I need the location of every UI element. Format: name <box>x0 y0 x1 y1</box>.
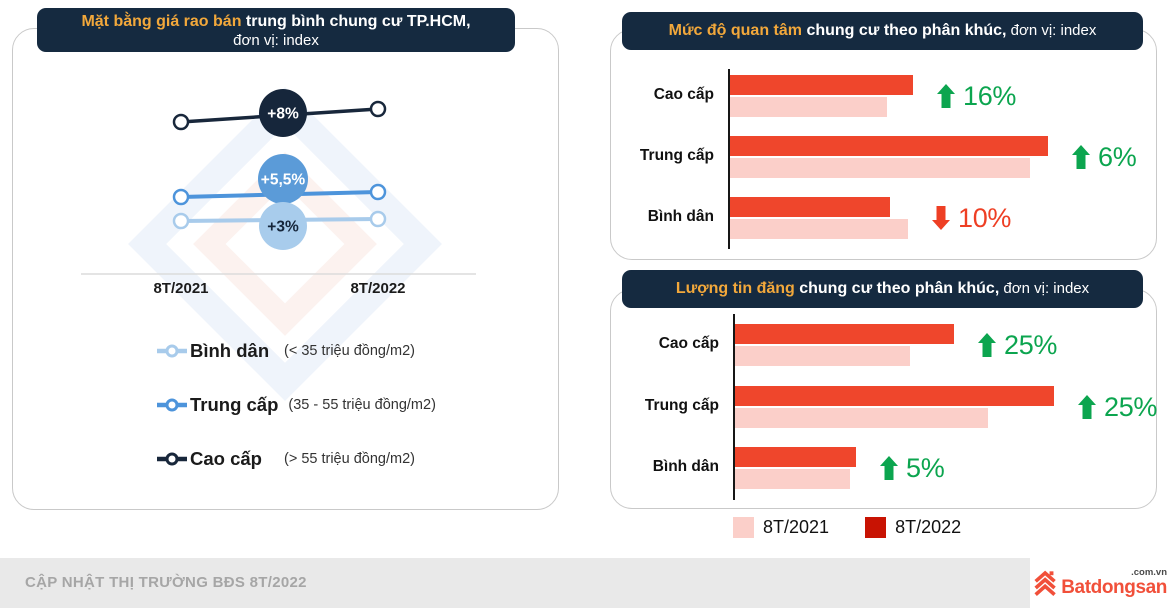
listings-chart-title: Lượng tin đăng chung cư theo phân khúc, … <box>622 270 1143 308</box>
footer-bar: CẬP NHẬT THỊ TRƯỜNG BĐS 8T/2022 .com.vn … <box>0 558 1167 608</box>
change-annotation: 5% <box>880 445 945 491</box>
title-highlight: Mức độ quan tâm <box>668 22 802 39</box>
legend-swatch-2022-icon <box>865 517 887 538</box>
data-point <box>172 188 190 206</box>
bar-2021 <box>735 346 910 366</box>
change-value: 16% <box>963 80 1017 111</box>
down-arrow-icon <box>932 206 950 230</box>
change-bubble-label: +5,5% <box>261 172 306 189</box>
series-marker-icon <box>157 452 187 466</box>
legend-label-2021: 8T/2021 <box>763 517 830 537</box>
listings-chart-card: Cao cấp 25% Trung cấp 25% Bình dân 5% <box>610 289 1157 509</box>
price-trend-card: +8% +5,5% +3% 8T/2021 8T/2022 Bình dân (< 35 t… <box>12 28 559 510</box>
data-point <box>172 113 190 131</box>
title-unit: đơn vị: index <box>1006 22 1097 39</box>
series-name: Cao cấp <box>190 448 262 469</box>
series-legend-item: Trung cấp (35 - 55 triệu đồng/m2) <box>156 392 436 418</box>
change-annotation: 25% <box>978 322 1057 368</box>
legend-label-2022: 8T/2022 <box>895 517 962 537</box>
change-bubble-label: +8% <box>267 106 299 123</box>
series-price-range: (> 55 triệu đồng/m2) <box>284 451 415 467</box>
bar-2022 <box>735 447 856 467</box>
bar-2022 <box>735 324 954 344</box>
series-marker-icon <box>157 344 187 358</box>
legend-item-2022: 8T/2022 <box>865 517 961 538</box>
bar-2021 <box>735 469 850 489</box>
bar-2021 <box>730 158 1030 178</box>
category-label: Cao cấp <box>653 86 714 103</box>
series-legend-item: Cao cấp (> 55 triệu đồng/m2) <box>156 446 415 472</box>
change-bubble <box>258 154 308 204</box>
legend-swatch-2021-icon <box>733 517 754 538</box>
series-marker-icon <box>157 398 187 412</box>
title-rest: chung cư theo phân khúc, <box>794 280 1000 297</box>
batdongsan-logo: .com.vn Batdongsan <box>1030 558 1167 608</box>
data-point <box>172 212 190 230</box>
change-value: 5% <box>906 452 945 483</box>
change-bubble <box>259 202 307 250</box>
bar-2022 <box>730 136 1048 156</box>
up-arrow-icon <box>1078 395 1096 419</box>
bar-2021 <box>735 408 988 428</box>
title-highlight: Mặt bằng giá rao bán <box>81 13 242 30</box>
up-arrow-icon <box>1072 145 1090 169</box>
title-highlight: Lượng tin đăng <box>675 280 795 297</box>
change-annotation: 6% <box>1072 134 1137 180</box>
price-trend-title-unit: đơn vị: index <box>233 32 319 49</box>
change-value: 25% <box>1104 391 1158 422</box>
x-axis-label: 8T/2022 <box>350 280 405 297</box>
data-point <box>369 100 387 118</box>
series-price-range: (< 35 triệu đồng/m2) <box>284 343 415 359</box>
series-price-range: (35 - 55 triệu đồng/m2) <box>288 397 436 413</box>
interest-chart-title: Mức độ quan tâm chung cư theo phân khúc,… <box>622 12 1143 50</box>
change-value: 25% <box>1004 329 1058 360</box>
bar-2022 <box>735 386 1054 406</box>
bar-2022 <box>730 75 913 95</box>
interest-chart-card: Cao cấp 16% Trung cấp 6% Bình dân 10% <box>610 29 1157 260</box>
series-name: Bình dân <box>190 340 270 361</box>
title-rest: trung bình chung cư TP.HCM, <box>241 13 471 30</box>
series-legend-item: Bình dân (< 35 triệu đồng/m2) <box>156 338 415 364</box>
change-bubble-label: +3% <box>267 219 299 236</box>
data-point <box>369 183 387 201</box>
up-arrow-icon <box>937 84 955 108</box>
price-trend-title-line1: Mặt bằng giá rao bán trung bình chung cư… <box>37 12 515 32</box>
category-label: Trung cấp <box>639 147 714 164</box>
period-legend: 8T/2021 8T/2022 <box>733 517 961 538</box>
footer-caption: CẬP NHẬT THỊ TRƯỜNG BĐS 8T/2022 <box>25 574 307 591</box>
category-label: Cao cấp <box>658 335 719 352</box>
change-bubble <box>259 89 307 137</box>
data-point <box>369 210 387 228</box>
bar-2021 <box>730 97 887 117</box>
price-trend-line-chart: +8% +5,5% +3% 8T/2021 8T/2022 <box>81 89 476 297</box>
category-label: Trung cấp <box>644 397 719 414</box>
category-label: Bình dân <box>652 458 719 475</box>
brand-name: Batdongsan <box>1061 577 1167 598</box>
change-annotation: 25% <box>1078 384 1157 430</box>
up-arrow-icon <box>880 456 898 480</box>
change-value: 6% <box>1098 141 1137 172</box>
axis-line <box>733 314 735 500</box>
x-axis-label: 8T/2021 <box>153 280 208 297</box>
up-arrow-icon <box>978 333 996 357</box>
category-label: Bình dân <box>647 208 714 225</box>
bar-2022 <box>730 197 890 217</box>
change-annotation: 10% <box>932 195 1011 241</box>
price-trend-title: Mặt bằng giá rao bán trung bình chung cư… <box>37 8 515 52</box>
axis-line <box>728 69 730 249</box>
title-unit: đơn vị: index <box>999 280 1090 297</box>
change-annotation: 16% <box>937 73 1016 119</box>
brand-text: .com.vn Batdongsan <box>1061 567 1167 598</box>
legend-item-2021: 8T/2021 <box>733 517 829 538</box>
batdongsan-house-icon <box>1034 570 1056 597</box>
title-rest: chung cư theo phân khúc, <box>802 22 1007 39</box>
bar-2021 <box>730 219 908 239</box>
brand-domain: .com.vn <box>1131 567 1167 578</box>
series-name: Trung cấp <box>190 394 279 415</box>
change-value: 10% <box>958 202 1012 233</box>
